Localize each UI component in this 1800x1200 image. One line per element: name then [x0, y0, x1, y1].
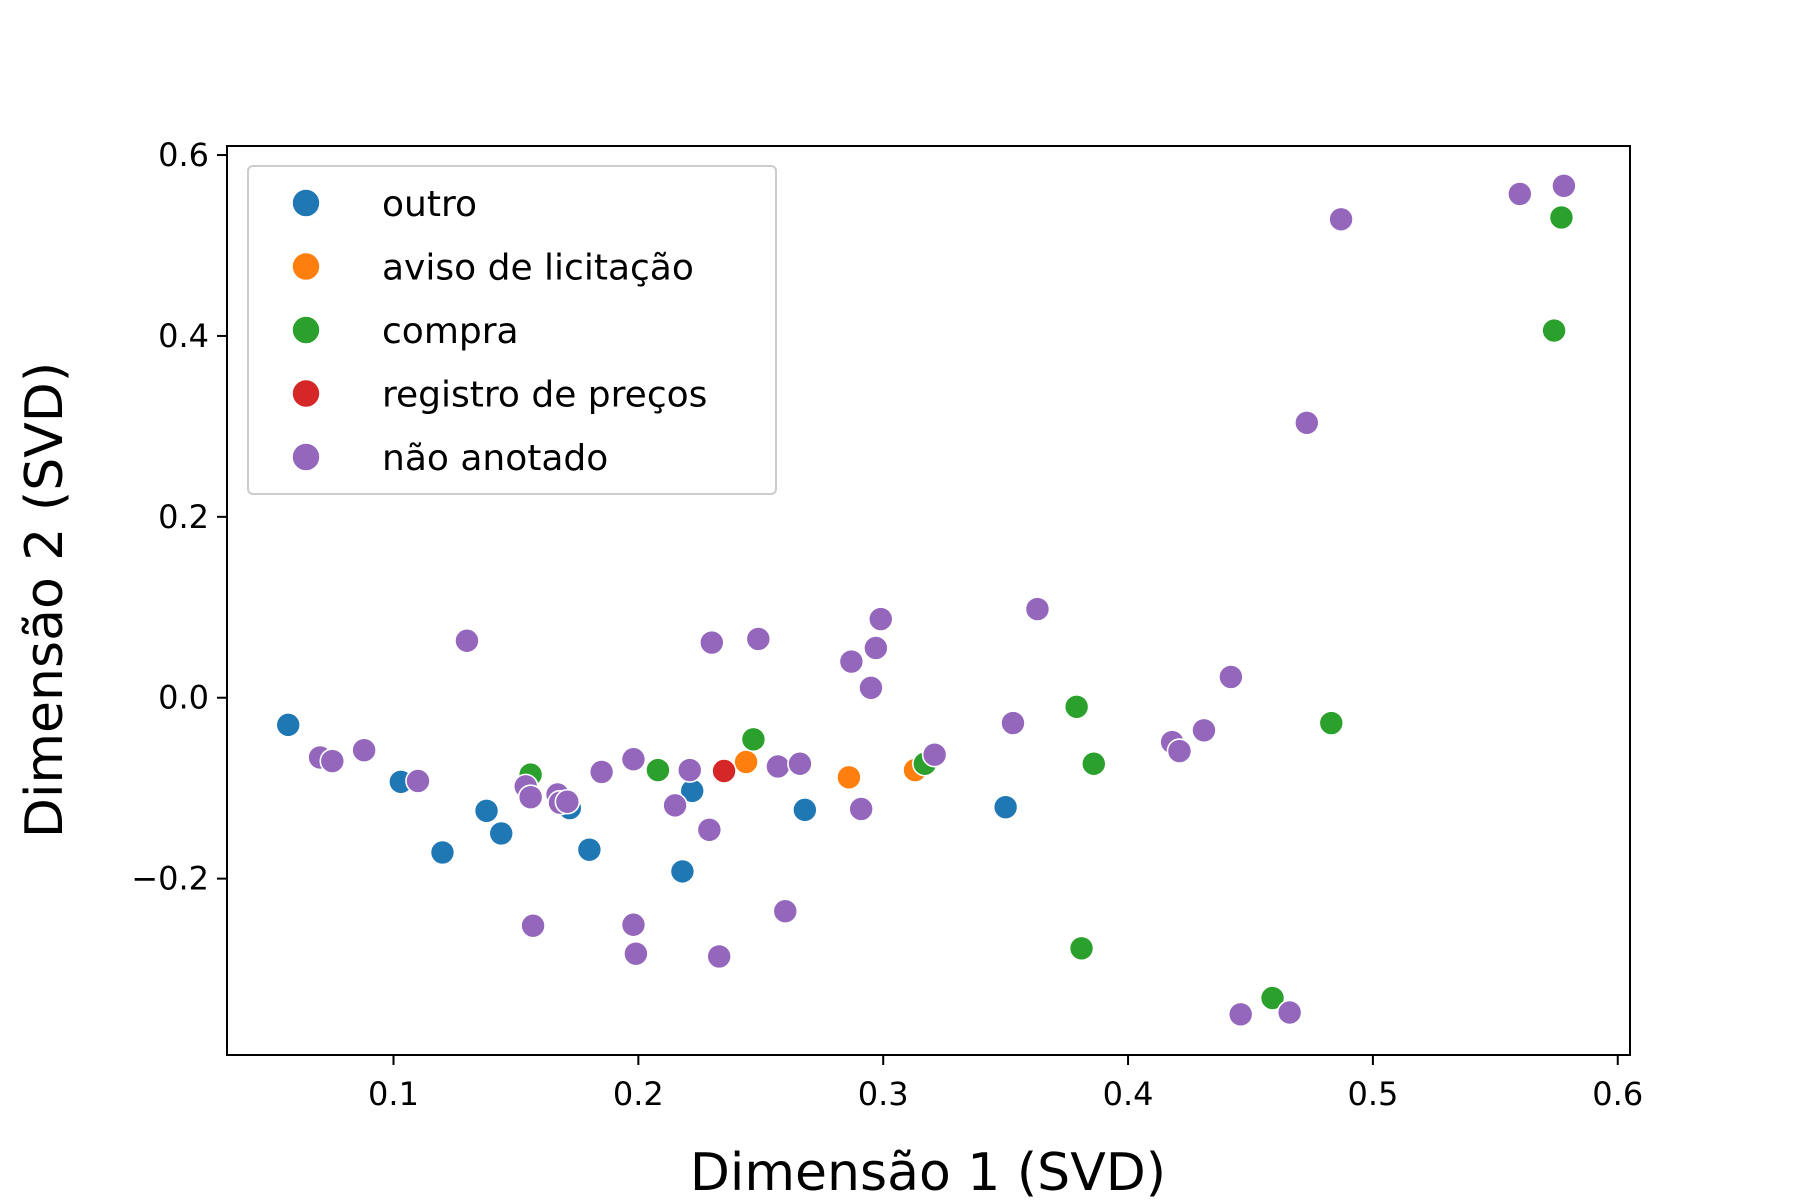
- data-point: [1507, 181, 1533, 207]
- data-point: [1063, 693, 1090, 720]
- legend-marker: [291, 251, 321, 282]
- data-point: [1541, 317, 1567, 344]
- data-point: [836, 764, 862, 791]
- data-point: [1259, 985, 1286, 1011]
- data-point: [848, 796, 874, 822]
- legend-label: compra: [382, 311, 519, 352]
- data-point: [792, 797, 818, 823]
- data-point: [662, 792, 688, 819]
- data-point: [1548, 204, 1575, 231]
- data-point: [351, 737, 377, 763]
- legend-frame: [247, 165, 777, 495]
- data-point: [838, 648, 865, 675]
- y-axis: −0.2 0.0 0.2 0.4 0.6: [131, 136, 227, 898]
- legend: outro aviso de licitação compra registro de…: [247, 165, 777, 495]
- data-point: [676, 757, 703, 783]
- data-point: [554, 788, 581, 815]
- y-axis-label: Dimensão 2 (SVD): [15, 362, 75, 838]
- legend-marker: [291, 442, 321, 472]
- data-point: [858, 674, 884, 701]
- data-point: [787, 750, 813, 777]
- x-tick-label: 0.5: [1347, 1075, 1398, 1113]
- data-point: [1166, 738, 1193, 764]
- y-tick-label: 0.0: [158, 679, 209, 717]
- data-point: [319, 748, 346, 774]
- legend-label: registro de preços: [382, 375, 707, 416]
- legend-marker: [291, 188, 321, 218]
- data-point: [1218, 664, 1244, 690]
- data-point: [275, 712, 302, 738]
- data-point: [623, 940, 649, 967]
- x-axis: 0.1 0.2 0.3 0.4 0.5 0.6: [368, 1055, 1643, 1113]
- data-point: [517, 784, 544, 811]
- data-point: [863, 635, 889, 661]
- x-tick-label: 0.3: [858, 1075, 909, 1113]
- x-axis-label: Dimensão 1 (SVD): [690, 1143, 1166, 1200]
- data-point: [706, 943, 732, 970]
- data-point: [429, 839, 456, 866]
- x-tick-label: 0.4: [1103, 1075, 1154, 1113]
- y-tick-label: 0.2: [158, 498, 209, 536]
- legend-marker: [291, 378, 321, 409]
- data-point: [669, 858, 696, 885]
- data-point: [1191, 717, 1217, 744]
- data-point: [699, 629, 725, 656]
- data-point: [405, 768, 431, 794]
- y-tick-label: 0.4: [158, 317, 209, 355]
- data-point: [576, 836, 603, 863]
- legend-label: aviso de licitação: [382, 248, 694, 289]
- y-tick-label: −0.2: [131, 860, 209, 898]
- x-tick-label: 0.2: [613, 1075, 664, 1113]
- data-point: [696, 816, 723, 843]
- data-point: [921, 741, 948, 768]
- data-point: [1068, 935, 1095, 962]
- data-point: [733, 749, 759, 775]
- data-point: [520, 912, 546, 939]
- data-point: [620, 746, 647, 773]
- data-point: [772, 898, 799, 924]
- data-point: [1276, 999, 1303, 1026]
- data-point: [1318, 710, 1345, 736]
- plot-area-frame: [226, 145, 1631, 1056]
- data-point: [645, 757, 671, 783]
- data-point: [1293, 409, 1320, 436]
- x-tick-label: 0.6: [1592, 1075, 1643, 1113]
- data-point: [1000, 710, 1026, 736]
- legend-label: não anotado: [382, 438, 608, 479]
- data-point: [711, 758, 737, 784]
- data-point: [488, 820, 515, 847]
- data-point: [1024, 596, 1051, 622]
- y-tick-label: 0.6: [158, 136, 209, 174]
- data-point: [1328, 206, 1354, 233]
- data-point: [745, 626, 772, 652]
- data-point: [454, 627, 480, 654]
- legend-label: outro: [382, 184, 477, 225]
- data-points: [275, 172, 1577, 1028]
- data-point: [867, 606, 894, 632]
- x-tick-label: 0.1: [368, 1075, 419, 1113]
- data-point: [1227, 1001, 1254, 1028]
- data-point: [992, 794, 1019, 820]
- data-point: [473, 797, 500, 824]
- data-point: [740, 726, 767, 753]
- data-point: [620, 911, 647, 938]
- data-point: [1551, 172, 1577, 199]
- data-point: [588, 759, 615, 785]
- data-point: [1080, 750, 1107, 777]
- legend-marker: [291, 315, 321, 345]
- data-point: [765, 753, 791, 780]
